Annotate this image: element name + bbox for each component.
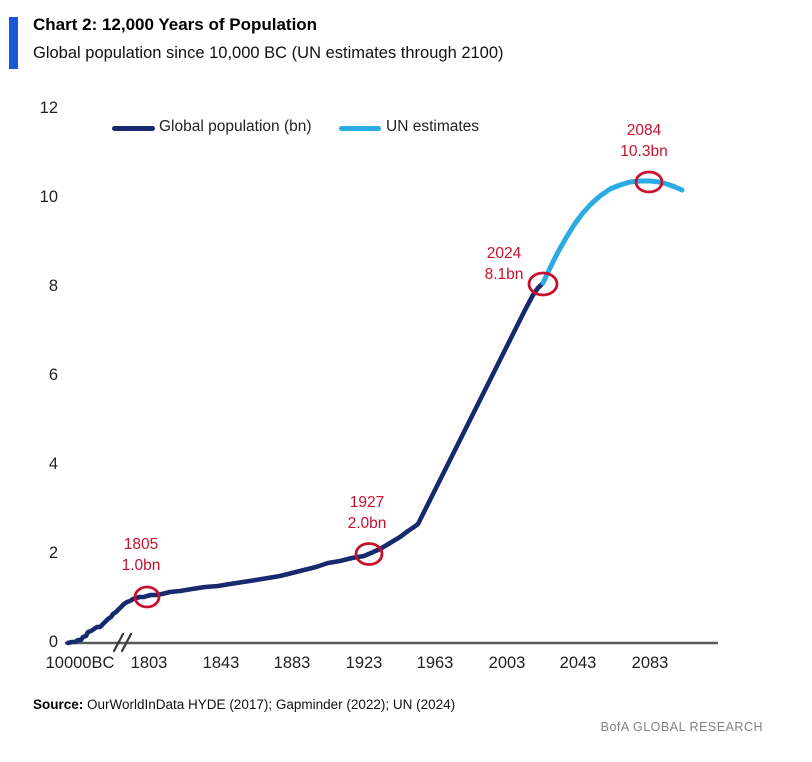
- source-note: Source: OurWorldInData HYDE (2017); Gapm…: [33, 697, 455, 712]
- legend-swatch-un-estimates: [339, 126, 381, 131]
- marker-circle-1927: [354, 542, 384, 566]
- x-tick-2083: 2083: [631, 654, 669, 672]
- y-tick-8: 8: [48, 277, 58, 295]
- annotation-2084-value: 10.3bn: [620, 143, 668, 160]
- legend-label-un-estimates: UN estimates: [386, 118, 480, 135]
- marker-circle-1805: [133, 585, 161, 609]
- x-tick-1803: 1803: [130, 654, 168, 672]
- marker-circle-2084: [634, 170, 664, 194]
- y-tick-10: 10: [39, 188, 58, 206]
- axis-break-marks: [112, 632, 133, 653]
- x-tick-10000bc: 10000BC: [45, 654, 115, 672]
- x-tick-1883: 1883: [273, 654, 311, 672]
- y-tick-6: 6: [48, 366, 58, 384]
- annotation-1927-value: 2.0bn: [347, 515, 387, 532]
- legend-swatch-global-population: [112, 126, 155, 131]
- chart-subtitle: Global population since 10,000 BC (UN es…: [33, 44, 504, 62]
- annotation-2024: 2024 8.1bn: [444, 243, 564, 285]
- legend-label-global-population: Global population (bn): [159, 118, 312, 135]
- brand-mark: BofA GLOBAL RESEARCH: [600, 720, 763, 734]
- x-tick-2043: 2043: [559, 654, 597, 672]
- annotation-1805: 1805 1.0bn: [81, 534, 201, 576]
- y-tick-4: 4: [48, 455, 58, 473]
- y-tick-0: 0: [48, 633, 58, 651]
- annotation-2024-year: 2024: [486, 245, 522, 262]
- annotation-1927-year: 1927: [349, 494, 385, 511]
- annotation-1927: 1927 2.0bn: [307, 492, 427, 534]
- annotation-2024-value: 8.1bn: [484, 266, 524, 283]
- source-label: Source:: [33, 697, 84, 712]
- y-tick-2: 2: [48, 544, 58, 562]
- annotation-2084-year: 2084: [626, 122, 662, 139]
- x-tick-2003: 2003: [488, 654, 526, 672]
- x-tick-1963: 1963: [416, 654, 454, 672]
- marker-circle-2024: [527, 271, 559, 297]
- x-tick-1843: 1843: [202, 654, 240, 672]
- series-global-population-line: [65, 280, 546, 646]
- source-text: OurWorldInData HYDE (2017); Gapminder (2…: [83, 697, 456, 712]
- annotation-1805-value: 1.0bn: [121, 557, 161, 574]
- accent-bar: [9, 17, 18, 69]
- x-tick-1923: 1923: [345, 654, 383, 672]
- annotation-2084: 2084 10.3bn: [584, 120, 704, 162]
- y-tick-12: 12: [39, 99, 58, 117]
- annotation-1805-year: 1805: [123, 536, 159, 553]
- chart-title: Chart 2: 12,000 Years of Population: [33, 15, 318, 34]
